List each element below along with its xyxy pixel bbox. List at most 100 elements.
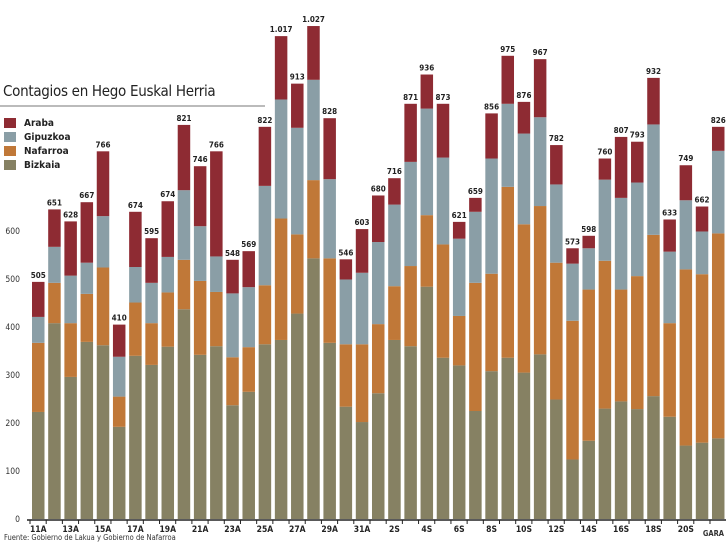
bar-segment-gipuzkoa — [291, 127, 304, 235]
bar-segment-nafarroa — [323, 258, 336, 343]
bar-segment-bizkaia — [566, 459, 579, 519]
bar-total-label: 766 — [95, 140, 110, 149]
bar-segment-gipuzkoa — [598, 179, 612, 261]
bar-segment-nafarroa — [274, 218, 288, 340]
bar-segment-araba — [177, 124, 191, 191]
bar-segment-bizkaia — [550, 399, 563, 519]
bar-segment-nafarroa — [631, 276, 644, 410]
bar-segment-nafarroa — [242, 347, 255, 392]
bar-segment-bizkaia — [307, 258, 320, 519]
bar-segment-bizkaia — [80, 341, 94, 519]
bar-segment-araba — [566, 248, 579, 264]
bar-segment-gipuzkoa — [469, 211, 482, 283]
bar-segment-nafarroa — [614, 289, 628, 402]
bar-segment-araba — [485, 113, 498, 159]
bar-segment-gipuzkoa — [307, 79, 320, 181]
bar-segment-bizkaia — [404, 346, 417, 519]
bar-segment-araba — [711, 126, 725, 151]
bar-total-label: 603 — [355, 218, 370, 227]
x-tick-label: 12S — [548, 525, 564, 535]
bar-segment-nafarroa — [80, 293, 94, 342]
bar-segment-gipuzkoa — [582, 248, 595, 290]
x-tick-label: 27A — [289, 525, 306, 535]
bar-segment-araba — [96, 151, 110, 217]
bar-total-label: 822 — [257, 116, 272, 125]
bar-segment-araba — [436, 103, 450, 158]
bar-segment-bizkaia — [64, 376, 77, 519]
bar-segment-gipuzkoa — [226, 293, 239, 358]
bar-segment-nafarroa — [371, 324, 385, 394]
x-tick-label: 29A — [321, 525, 338, 535]
y-tick-label: 500 — [5, 275, 20, 285]
bar-segment-gipuzkoa — [501, 103, 515, 187]
bar-segment-gipuzkoa — [48, 246, 61, 283]
bar-segment-nafarroa — [452, 315, 466, 366]
bar-segment-gipuzkoa — [550, 184, 563, 263]
bar-segment-araba — [258, 126, 272, 186]
bar-segment-gipuzkoa — [323, 179, 336, 259]
bar-total-label: 873 — [435, 93, 450, 102]
bar-segment-bizkaia — [598, 408, 612, 519]
bar-segment-nafarroa — [436, 244, 450, 358]
legend-label: Gipuzkoa — [24, 131, 71, 143]
bar-segment-nafarroa — [679, 269, 693, 446]
bar-segment-araba — [388, 178, 401, 205]
bar-segment-bizkaia — [161, 346, 175, 519]
bar-total-label: 633 — [662, 208, 677, 217]
bar-segment-araba — [226, 259, 239, 294]
bar-segment-nafarroa — [388, 286, 401, 340]
bar-total-label: 766 — [209, 140, 224, 149]
bar-segment-nafarroa — [404, 266, 417, 347]
bar-segment-gipuzkoa — [210, 256, 223, 292]
bar-segment-nafarroa — [210, 291, 223, 347]
bar-segment-nafarroa — [647, 234, 660, 397]
x-tick-label: 23A — [224, 525, 241, 535]
bar-total-label: 595 — [144, 227, 159, 236]
bar-segment-gipuzkoa — [161, 256, 175, 293]
bar-total-label: 621 — [452, 211, 467, 220]
bar-segment-nafarroa — [307, 180, 320, 259]
bar-segment-araba — [355, 229, 369, 273]
bar-segment-bizkaia — [48, 323, 61, 519]
bar-segment-nafarroa — [695, 274, 709, 443]
bar-total-label: 975 — [500, 45, 515, 54]
bar-segment-gipuzkoa — [193, 226, 207, 281]
bar-total-label: 913 — [290, 73, 305, 82]
bar-total-label: 674 — [128, 201, 143, 210]
bar-segment-nafarroa — [226, 357, 239, 406]
bar-total-label: 680 — [371, 184, 386, 193]
bar-segment-gipuzkoa — [436, 157, 450, 245]
bar-segment-bizkaia — [274, 339, 288, 519]
bar-total-label: 716 — [387, 167, 402, 176]
bar-segment-nafarroa — [96, 267, 110, 346]
bar-total-label: 1.027 — [302, 15, 325, 24]
bar-segment-bizkaia — [436, 357, 450, 519]
bar-segment-nafarroa — [129, 302, 142, 356]
bar-segment-nafarroa — [355, 344, 369, 423]
bar-segment-gipuzkoa — [452, 238, 466, 316]
bar-segment-nafarroa — [177, 259, 191, 310]
x-tick-label: 15A — [95, 525, 112, 535]
bar-segment-araba — [517, 101, 531, 134]
x-tick-label: 8S — [486, 525, 497, 535]
bar-segment-gipuzkoa — [177, 190, 191, 260]
bar-segment-bizkaia — [112, 426, 126, 519]
bar-segment-gipuzkoa — [64, 275, 77, 324]
bar-total-label: 662 — [695, 196, 710, 205]
bar-segment-gipuzkoa — [485, 158, 498, 274]
bar-segment-araba — [145, 238, 158, 283]
bar-segment-araba — [679, 165, 693, 201]
bar-total-label: 628 — [63, 210, 78, 219]
y-tick-label: 200 — [5, 419, 20, 429]
bar-segment-araba — [48, 209, 61, 247]
bar-segment-bizkaia — [485, 371, 498, 519]
bar-segment-bizkaia — [663, 416, 676, 519]
bar-segment-bizkaia — [339, 406, 353, 519]
bar-segment-gipuzkoa — [631, 182, 644, 277]
bar-segment-bizkaia — [582, 440, 595, 519]
bar-segment-nafarroa — [663, 323, 676, 417]
bar-segment-gipuzkoa — [614, 197, 628, 290]
legend-label: Bizkaia — [24, 159, 61, 171]
bar-segment-bizkaia — [210, 346, 223, 519]
